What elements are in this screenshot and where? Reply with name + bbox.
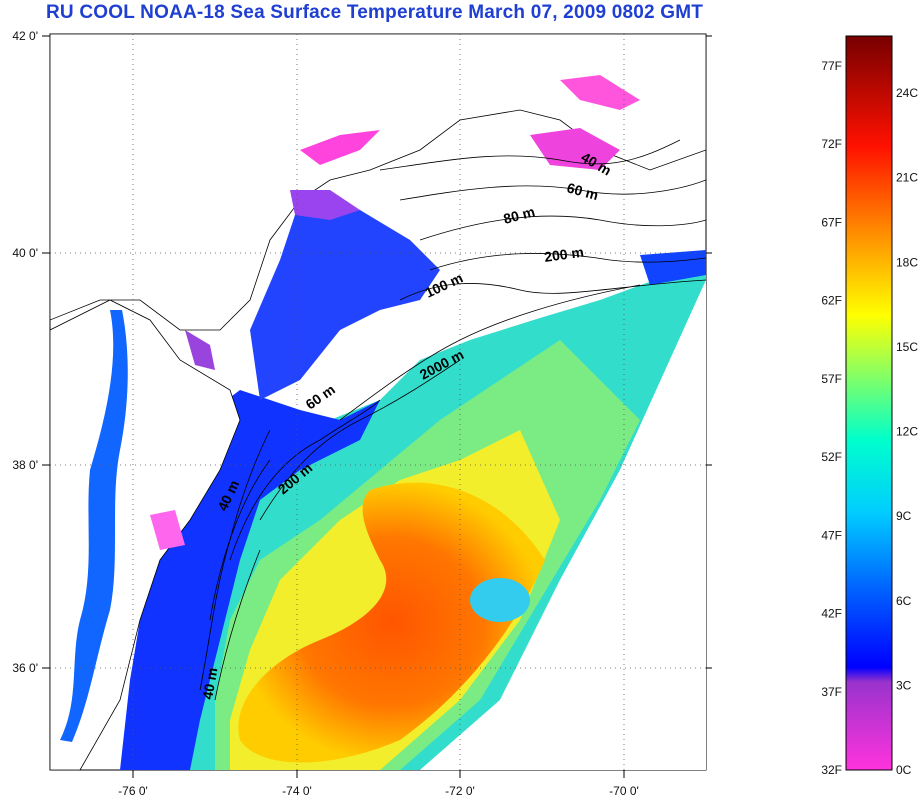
- chesapeake-bay: [60, 310, 128, 742]
- cold-patch-ny: [290, 190, 360, 220]
- cold-patch-mass-bay: [560, 75, 640, 110]
- lon-tick-label: -74 0': [282, 784, 312, 798]
- colorbar-c-label: 24C: [896, 86, 918, 100]
- colorbar-c-label: 12C: [896, 425, 918, 439]
- cold-patch-cape-cod: [530, 128, 620, 170]
- colorbar-f-label: 77F: [821, 59, 842, 73]
- colorbar-f-label: 72F: [821, 137, 842, 151]
- colorbar-f-label: 52F: [821, 450, 842, 464]
- cold-patch-li-sound: [300, 130, 380, 165]
- isobath-label: 200 m: [543, 244, 585, 265]
- colorbar-c-label: 9C: [896, 509, 912, 523]
- colorbar-f-label: 57F: [821, 372, 842, 386]
- cold-patch-va: [150, 510, 185, 550]
- colorbar-c-label: 15C: [896, 340, 918, 354]
- ny-bight-water: [250, 200, 440, 400]
- isobath-label: 40 m: [199, 666, 220, 700]
- colorbar-f-label: 37F: [821, 685, 842, 699]
- cold-patch-delaware: [185, 330, 215, 370]
- colorbar-c-label: 3C: [896, 678, 912, 692]
- lon-tick-label: -72 0': [445, 784, 475, 798]
- colorbar-c-label: 0C: [896, 763, 912, 777]
- isobath-label: 80 m: [502, 203, 537, 227]
- cold-eddy: [470, 578, 530, 622]
- lon-tick-label: -70 0': [609, 784, 639, 798]
- colorbar-f-label: 47F: [821, 528, 842, 542]
- colorbar-gradient: [845, 35, 893, 771]
- blue-strip-ne: [640, 250, 706, 285]
- lon-tick-label: -76 0': [118, 784, 148, 798]
- colorbar-f-label: 62F: [821, 294, 842, 308]
- isobath-label: 60 m: [565, 179, 600, 203]
- sst-imagery: 40 m 60 m 80 m 200 m 100 m 2000 m 60 m 2…: [50, 34, 706, 770]
- land-northeast: [50, 34, 706, 331]
- colorbar-f-label: 42F: [821, 607, 842, 621]
- map-title: RU COOL NOAA-18 Sea Surface Temperature …: [46, 2, 704, 23]
- axis-ticks: [42, 35, 712, 778]
- colorbar-c-label: 21C: [896, 171, 918, 185]
- lat-tick-label: 38 0': [12, 458, 38, 472]
- lat-tick-label: 36 0': [12, 661, 38, 675]
- colorbar: 77F 72F 67F 62F 57F 52F 47F 42F 37F 32F 24C 21C 18C 1…: [821, 35, 918, 777]
- lat-tick-label: 42 0': [12, 29, 38, 43]
- colorbar-f-label: 67F: [821, 215, 842, 229]
- colorbar-c-label: 6C: [896, 594, 912, 608]
- lat-tick-label: 40 0': [12, 246, 38, 260]
- gulfstream-core: [238, 482, 545, 763]
- colorbar-c-label: 18C: [896, 255, 918, 269]
- no-data-region: [420, 280, 706, 770]
- colorbar-f-label: 32F: [821, 763, 842, 777]
